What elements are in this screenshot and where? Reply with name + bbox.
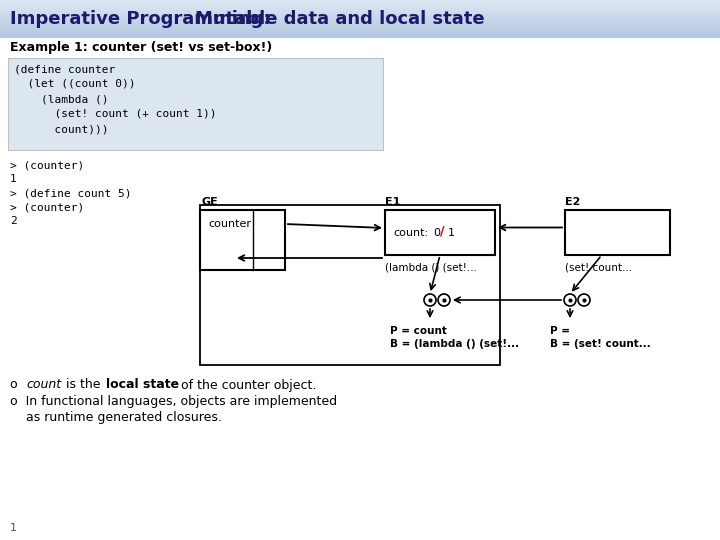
Text: Imperative Programming:: Imperative Programming: <box>10 10 271 28</box>
Bar <box>0 2 720 4</box>
Bar <box>0 25 720 26</box>
Text: E2: E2 <box>565 197 580 207</box>
Text: count: count <box>26 379 61 392</box>
Bar <box>0 0 720 1</box>
Bar <box>0 28 720 29</box>
Bar <box>0 4 720 6</box>
Text: count))): count))) <box>14 124 109 134</box>
Text: o  In functional languages, objects are implemented: o In functional languages, objects are i… <box>10 395 337 408</box>
Text: 2: 2 <box>10 216 17 226</box>
Text: 1: 1 <box>10 523 17 533</box>
Text: E1: E1 <box>385 197 400 207</box>
Text: of the counter object.: of the counter object. <box>177 379 316 392</box>
Bar <box>0 21 720 23</box>
Text: P =: P = <box>550 326 570 336</box>
Text: /: / <box>440 225 445 238</box>
Text: (lambda () (set!...: (lambda () (set!... <box>385 262 477 272</box>
Bar <box>0 26 720 28</box>
Text: GE: GE <box>202 197 219 207</box>
Text: > (define count 5): > (define count 5) <box>10 188 132 198</box>
Bar <box>0 24 720 25</box>
Text: count:: count: <box>393 227 428 238</box>
Bar <box>565 210 670 255</box>
Bar <box>0 1 720 3</box>
Bar <box>0 10 720 11</box>
Text: 0: 0 <box>433 227 440 238</box>
Bar <box>0 14 720 15</box>
Bar <box>0 18 720 21</box>
Bar <box>0 17 720 19</box>
Bar <box>0 30 720 32</box>
Bar <box>0 29 720 30</box>
Text: (set! count (+ count 1)): (set! count (+ count 1)) <box>14 109 217 119</box>
Text: o: o <box>10 379 26 392</box>
Bar <box>0 33 720 36</box>
Text: B = (lambda () (set!...: B = (lambda () (set!... <box>390 339 519 349</box>
Text: B = (set! count...: B = (set! count... <box>550 339 651 349</box>
Bar <box>0 32 720 34</box>
Text: 1: 1 <box>448 227 455 238</box>
Bar <box>0 11 720 12</box>
Bar <box>200 205 500 365</box>
Bar <box>0 7 720 9</box>
Bar <box>0 12 720 14</box>
Bar <box>0 20 720 22</box>
Bar <box>0 8 720 10</box>
Bar <box>8 58 383 150</box>
Text: local state: local state <box>106 379 179 392</box>
Text: is the: is the <box>62 379 104 392</box>
Text: (define counter: (define counter <box>14 64 115 74</box>
Bar <box>0 16 720 18</box>
Text: 1: 1 <box>10 174 17 184</box>
Circle shape <box>578 294 590 306</box>
Bar <box>0 36 720 38</box>
Text: (lambda (): (lambda () <box>14 94 109 104</box>
Bar <box>200 210 285 270</box>
Text: P = count: P = count <box>390 326 447 336</box>
Bar <box>0 35 720 37</box>
Bar <box>385 210 495 255</box>
Text: Mutable data and local state: Mutable data and local state <box>195 10 485 28</box>
Bar <box>0 31 720 33</box>
Text: Example 1: counter (set! vs set-box!): Example 1: counter (set! vs set-box!) <box>10 42 272 55</box>
Bar <box>0 15 720 16</box>
Text: > (counter): > (counter) <box>10 160 84 170</box>
Text: as runtime generated closures.: as runtime generated closures. <box>26 411 222 424</box>
Text: (set! count...: (set! count... <box>565 262 632 272</box>
Circle shape <box>564 294 576 306</box>
Text: (let ((count 0)): (let ((count 0)) <box>14 79 135 89</box>
Circle shape <box>438 294 450 306</box>
Bar <box>0 22 720 24</box>
Text: counter: counter <box>208 219 251 229</box>
Bar <box>0 3 720 5</box>
Bar <box>0 6 720 8</box>
Text: > (counter): > (counter) <box>10 202 84 212</box>
Circle shape <box>424 294 436 306</box>
